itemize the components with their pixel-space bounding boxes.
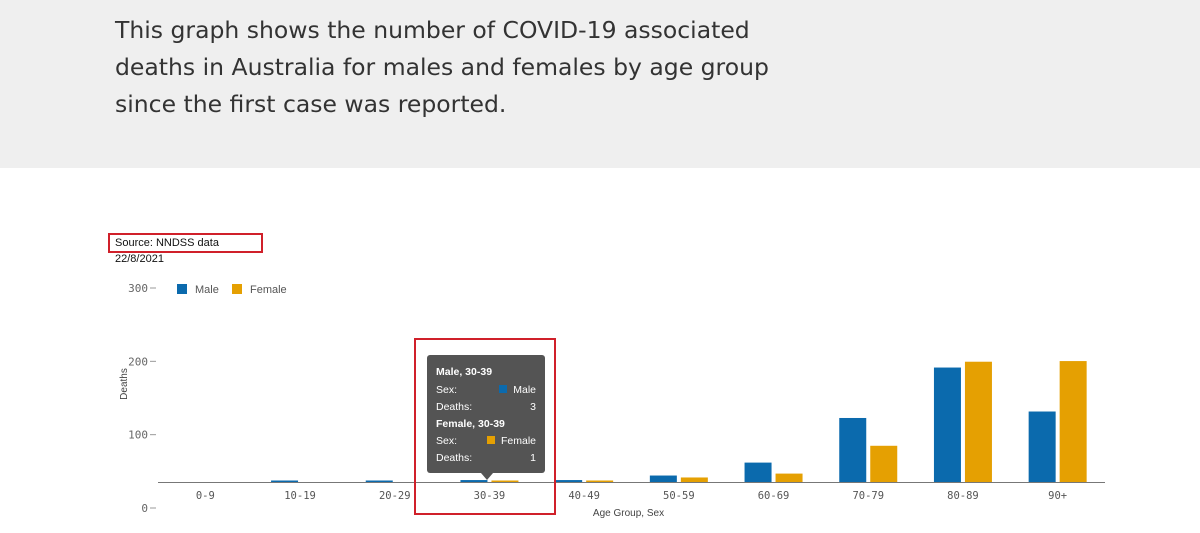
- tooltip-male-sex-row: Sex: Male: [436, 383, 536, 397]
- bar-female-30-39: [491, 480, 519, 482]
- x-axis-label: Age Group, Sex: [593, 508, 664, 519]
- x-tick-label: 10-19: [284, 490, 316, 502]
- x-tick-label: 80-89: [947, 490, 979, 502]
- highlight-box: [414, 338, 556, 515]
- legend-swatch-female: [232, 284, 242, 294]
- bar-chart: 0 100 200 300 Deaths 0-9 10-19 20-29 30-39 40-49 5…: [119, 282, 1105, 519]
- tooltip-sex-label: Sex:: [436, 384, 458, 396]
- legend-swatch-male: [177, 284, 187, 294]
- tooltip-male-sex-text: Male: [513, 384, 536, 396]
- bar-male-80-89: [933, 367, 961, 482]
- tooltip-female-sex-row: Sex: Female: [436, 434, 536, 448]
- tooltip-male-deaths-row: Deaths: 3: [436, 400, 536, 414]
- intro-banner: This graph shows the number of COVID-19 …: [0, 0, 1200, 168]
- bar-male-30-39: [460, 480, 488, 482]
- bar-female-40-49: [586, 480, 614, 482]
- x-tick-label: 0-9: [196, 490, 215, 502]
- x-tick-label: 90+: [1048, 490, 1067, 502]
- tooltip-arrow: [481, 473, 493, 480]
- male-swatch-icon: [499, 385, 508, 394]
- intro-text: This graph shows the number of COVID-19 …: [115, 12, 775, 123]
- tooltip-female-sex-value: Female: [486, 434, 536, 448]
- x-tick-label: 50-59: [663, 490, 695, 502]
- tooltip-female-deaths: 1: [530, 452, 536, 464]
- legend-label-female: Female: [250, 284, 287, 296]
- bar-female-50-59: [680, 477, 708, 482]
- tooltip-female-deaths-row: Deaths: 1: [436, 451, 536, 465]
- bar-male-20-29: [365, 480, 393, 482]
- bar-female-80-89: [964, 361, 992, 482]
- intro-line-1: This graph shows the number of COVID-19 …: [115, 16, 750, 44]
- tooltip-sex-label: Sex:: [436, 435, 458, 447]
- tooltip-male-sex-value: Male: [499, 383, 536, 397]
- intro-line-2: deaths in Australia for males and female…: [115, 53, 769, 81]
- bar-female-60-69: [775, 473, 803, 482]
- bar-male-60-69: [744, 462, 772, 482]
- tooltip-deaths-label: Deaths:: [436, 452, 473, 464]
- y-tick-label: 100: [128, 429, 148, 442]
- x-tick-label: 40-49: [568, 490, 600, 502]
- source-note: Source: NNDSS data 22/8/2021: [108, 233, 263, 265]
- x-tick-label: 20-29: [379, 490, 411, 502]
- x-tick-label: 60-69: [758, 490, 790, 502]
- bar-male-40-49: [555, 480, 583, 482]
- bar-male-50-59: [649, 475, 677, 482]
- y-tick-label: 300: [128, 282, 148, 295]
- tooltip-female-header: Female, 30-39: [436, 418, 505, 430]
- bar-male-90+: [1028, 411, 1056, 482]
- x-tick-label: 30-39: [474, 490, 506, 502]
- bar-male-10-19: [271, 480, 299, 482]
- tooltip-male-deaths: 3: [530, 401, 536, 413]
- bar-male-70-79: [839, 417, 867, 482]
- chart-tooltip: Male, 30-39 Sex: Male Deaths: 3 Female, …: [427, 355, 545, 480]
- intro-line-3: since the first case was reported.: [115, 90, 507, 118]
- legend-label-male: Male: [195, 284, 219, 296]
- tooltip-female-sex-text: Female: [500, 435, 536, 447]
- bar-female-70-79: [870, 445, 898, 482]
- tooltip-male-header: Male, 30-39: [436, 366, 493, 378]
- bar-female-90+: [1059, 361, 1087, 482]
- y-tick-label: 200: [128, 355, 148, 368]
- tooltip-deaths-label: Deaths:: [436, 401, 473, 413]
- y-tick-label: 0: [141, 502, 148, 515]
- female-swatch-icon: [486, 436, 495, 445]
- y-axis-label: Deaths: [119, 368, 130, 400]
- x-tick-label: 70-79: [852, 490, 884, 502]
